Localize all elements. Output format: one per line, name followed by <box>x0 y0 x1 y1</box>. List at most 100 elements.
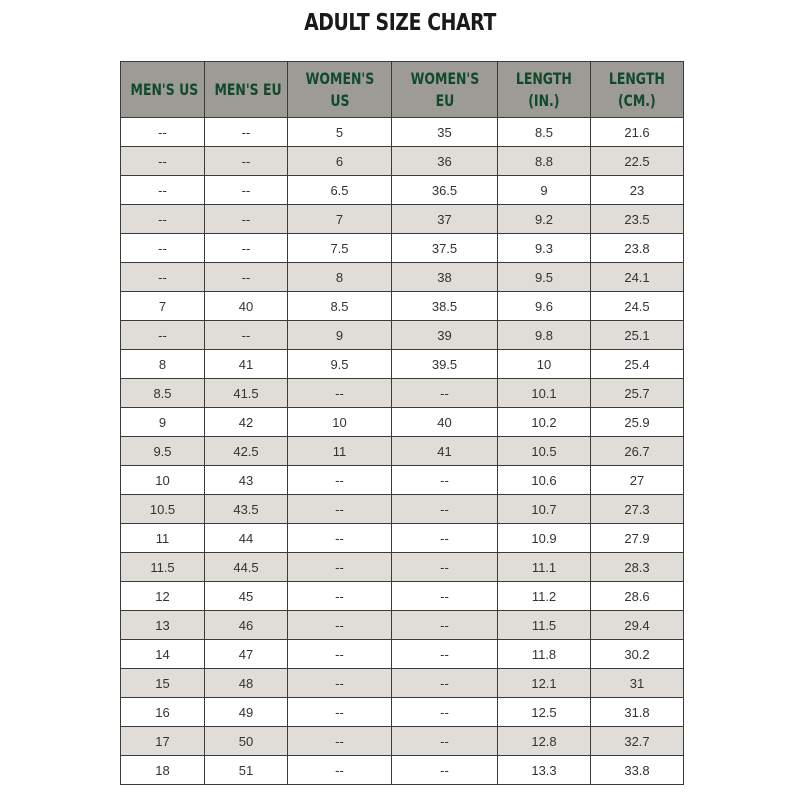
table-cell: 8 <box>120 349 205 379</box>
table-cell: 28.3 <box>590 552 684 582</box>
table-row: 10.5 43.5 -- -- 10.7 27.3 <box>120 494 684 524</box>
table-cell: 47 <box>204 639 288 669</box>
table-cell: 9.8 <box>497 320 591 350</box>
table-cell: 6 <box>287 146 392 176</box>
table-cell: -- <box>287 697 392 727</box>
table-cell: 25.4 <box>590 349 684 379</box>
table-cell: 45 <box>204 581 288 611</box>
table-cell: -- <box>287 523 392 553</box>
table-cell: 11.2 <box>497 581 591 611</box>
table-cell: -- <box>391 465 498 495</box>
table-cell: 51 <box>204 755 288 785</box>
table-cell: 11.5 <box>497 610 591 640</box>
table-cell: 8 <box>287 262 392 292</box>
table-cell: 26.7 <box>590 436 684 466</box>
table-cell: -- <box>120 175 205 205</box>
table-cell: -- <box>391 610 498 640</box>
table-cell: 18 <box>120 755 205 785</box>
table-cell: -- <box>287 755 392 785</box>
header-row: MEN'S US MEN'S EU WOMEN'S US WOMEN'S EU LENGTH… <box>120 61 684 118</box>
table-cell: 39.5 <box>391 349 498 379</box>
table-cell: 11.8 <box>497 639 591 669</box>
table-cell: -- <box>391 755 498 785</box>
table-cell: 28.6 <box>590 581 684 611</box>
table-row: 10 43 -- -- 10.6 27 <box>120 465 684 495</box>
table-cell: 49 <box>204 697 288 727</box>
table-cell: 8.5 <box>287 291 392 321</box>
table-cell: 8.5 <box>120 378 205 408</box>
table-cell: 40 <box>391 407 498 437</box>
table-cell: 44 <box>204 523 288 553</box>
table-cell: -- <box>287 668 392 698</box>
table-cell: 13.3 <box>497 755 591 785</box>
table-cell: 24.1 <box>590 262 684 292</box>
table-cell: 25.9 <box>590 407 684 437</box>
table-cell: 9.6 <box>497 291 591 321</box>
table-cell: 12.1 <box>497 668 591 698</box>
table-cell: 25.7 <box>590 378 684 408</box>
table-row: 16 49 -- -- 12.5 31.8 <box>120 697 684 727</box>
table-cell: 9.3 <box>497 233 591 263</box>
table-row: -- -- 7 37 9.2 23.5 <box>120 204 684 234</box>
column-header: WOMEN'S EU <box>391 61 498 118</box>
table-cell: -- <box>391 668 498 698</box>
table-cell: 11.5 <box>120 552 205 582</box>
table-cell: 37 <box>391 204 498 234</box>
column-header: MEN'S EU <box>204 61 288 118</box>
table-cell: -- <box>204 117 288 147</box>
column-header-label: WOMEN'S EU <box>410 68 479 110</box>
table-cell: -- <box>391 726 498 756</box>
table-cell: 33.8 <box>590 755 684 785</box>
table-cell: 10.9 <box>497 523 591 553</box>
column-header: WOMEN'S US <box>287 61 392 118</box>
table-cell: 12 <box>120 581 205 611</box>
column-header-label: LENGTH (CM.) <box>609 68 665 110</box>
table-cell: 23.8 <box>590 233 684 263</box>
table-cell: 43 <box>204 465 288 495</box>
table-cell: 8.5 <box>497 117 591 147</box>
table-row: -- -- 6 36 8.8 22.5 <box>120 146 684 176</box>
column-header-label: MEN'S US <box>130 79 199 99</box>
size-chart-table: MEN'S US MEN'S EU WOMEN'S US WOMEN'S EU LENGTH… <box>120 61 684 785</box>
table-cell: 12.8 <box>497 726 591 756</box>
table-cell: 41 <box>391 436 498 466</box>
table-cell: -- <box>204 320 288 350</box>
table-cell: -- <box>204 146 288 176</box>
table-cell: 42 <box>204 407 288 437</box>
table-cell: -- <box>120 320 205 350</box>
table-cell: 9.2 <box>497 204 591 234</box>
table-cell: 23 <box>590 175 684 205</box>
table-cell: -- <box>287 465 392 495</box>
table-row: 11 44 -- -- 10.9 27.9 <box>120 523 684 553</box>
table-row: -- -- 9 39 9.8 25.1 <box>120 320 684 350</box>
table-cell: -- <box>287 378 392 408</box>
table-cell: 36 <box>391 146 498 176</box>
table-row: -- -- 5 35 8.5 21.6 <box>120 117 684 147</box>
table-row: -- -- 6.5 36.5 9 23 <box>120 175 684 205</box>
table-cell: 31.8 <box>590 697 684 727</box>
table-cell: 50 <box>204 726 288 756</box>
table-cell: 13 <box>120 610 205 640</box>
table-cell: 38 <box>391 262 498 292</box>
table-cell: 31 <box>590 668 684 698</box>
table-row: 14 47 -- -- 11.8 30.2 <box>120 639 684 669</box>
table-cell: -- <box>120 204 205 234</box>
table-cell: -- <box>120 262 205 292</box>
table-cell: 11 <box>287 436 392 466</box>
table-cell: -- <box>391 523 498 553</box>
table-cell: 9.5 <box>497 262 591 292</box>
table-cell: 17 <box>120 726 205 756</box>
table-cell: 27.9 <box>590 523 684 553</box>
table-cell: 8.8 <box>497 146 591 176</box>
table-row: 17 50 -- -- 12.8 32.7 <box>120 726 684 756</box>
table-cell: 43.5 <box>204 494 288 524</box>
table-cell: -- <box>204 233 288 263</box>
table-cell: 7 <box>287 204 392 234</box>
table-cell: 41.5 <box>204 378 288 408</box>
column-header-label: LENGTH (IN.) <box>516 68 572 110</box>
table-cell: 10 <box>497 349 591 379</box>
table-cell: 14 <box>120 639 205 669</box>
table-cell: -- <box>204 262 288 292</box>
column-header: MEN'S US <box>120 61 205 118</box>
table-cell: 39 <box>391 320 498 350</box>
